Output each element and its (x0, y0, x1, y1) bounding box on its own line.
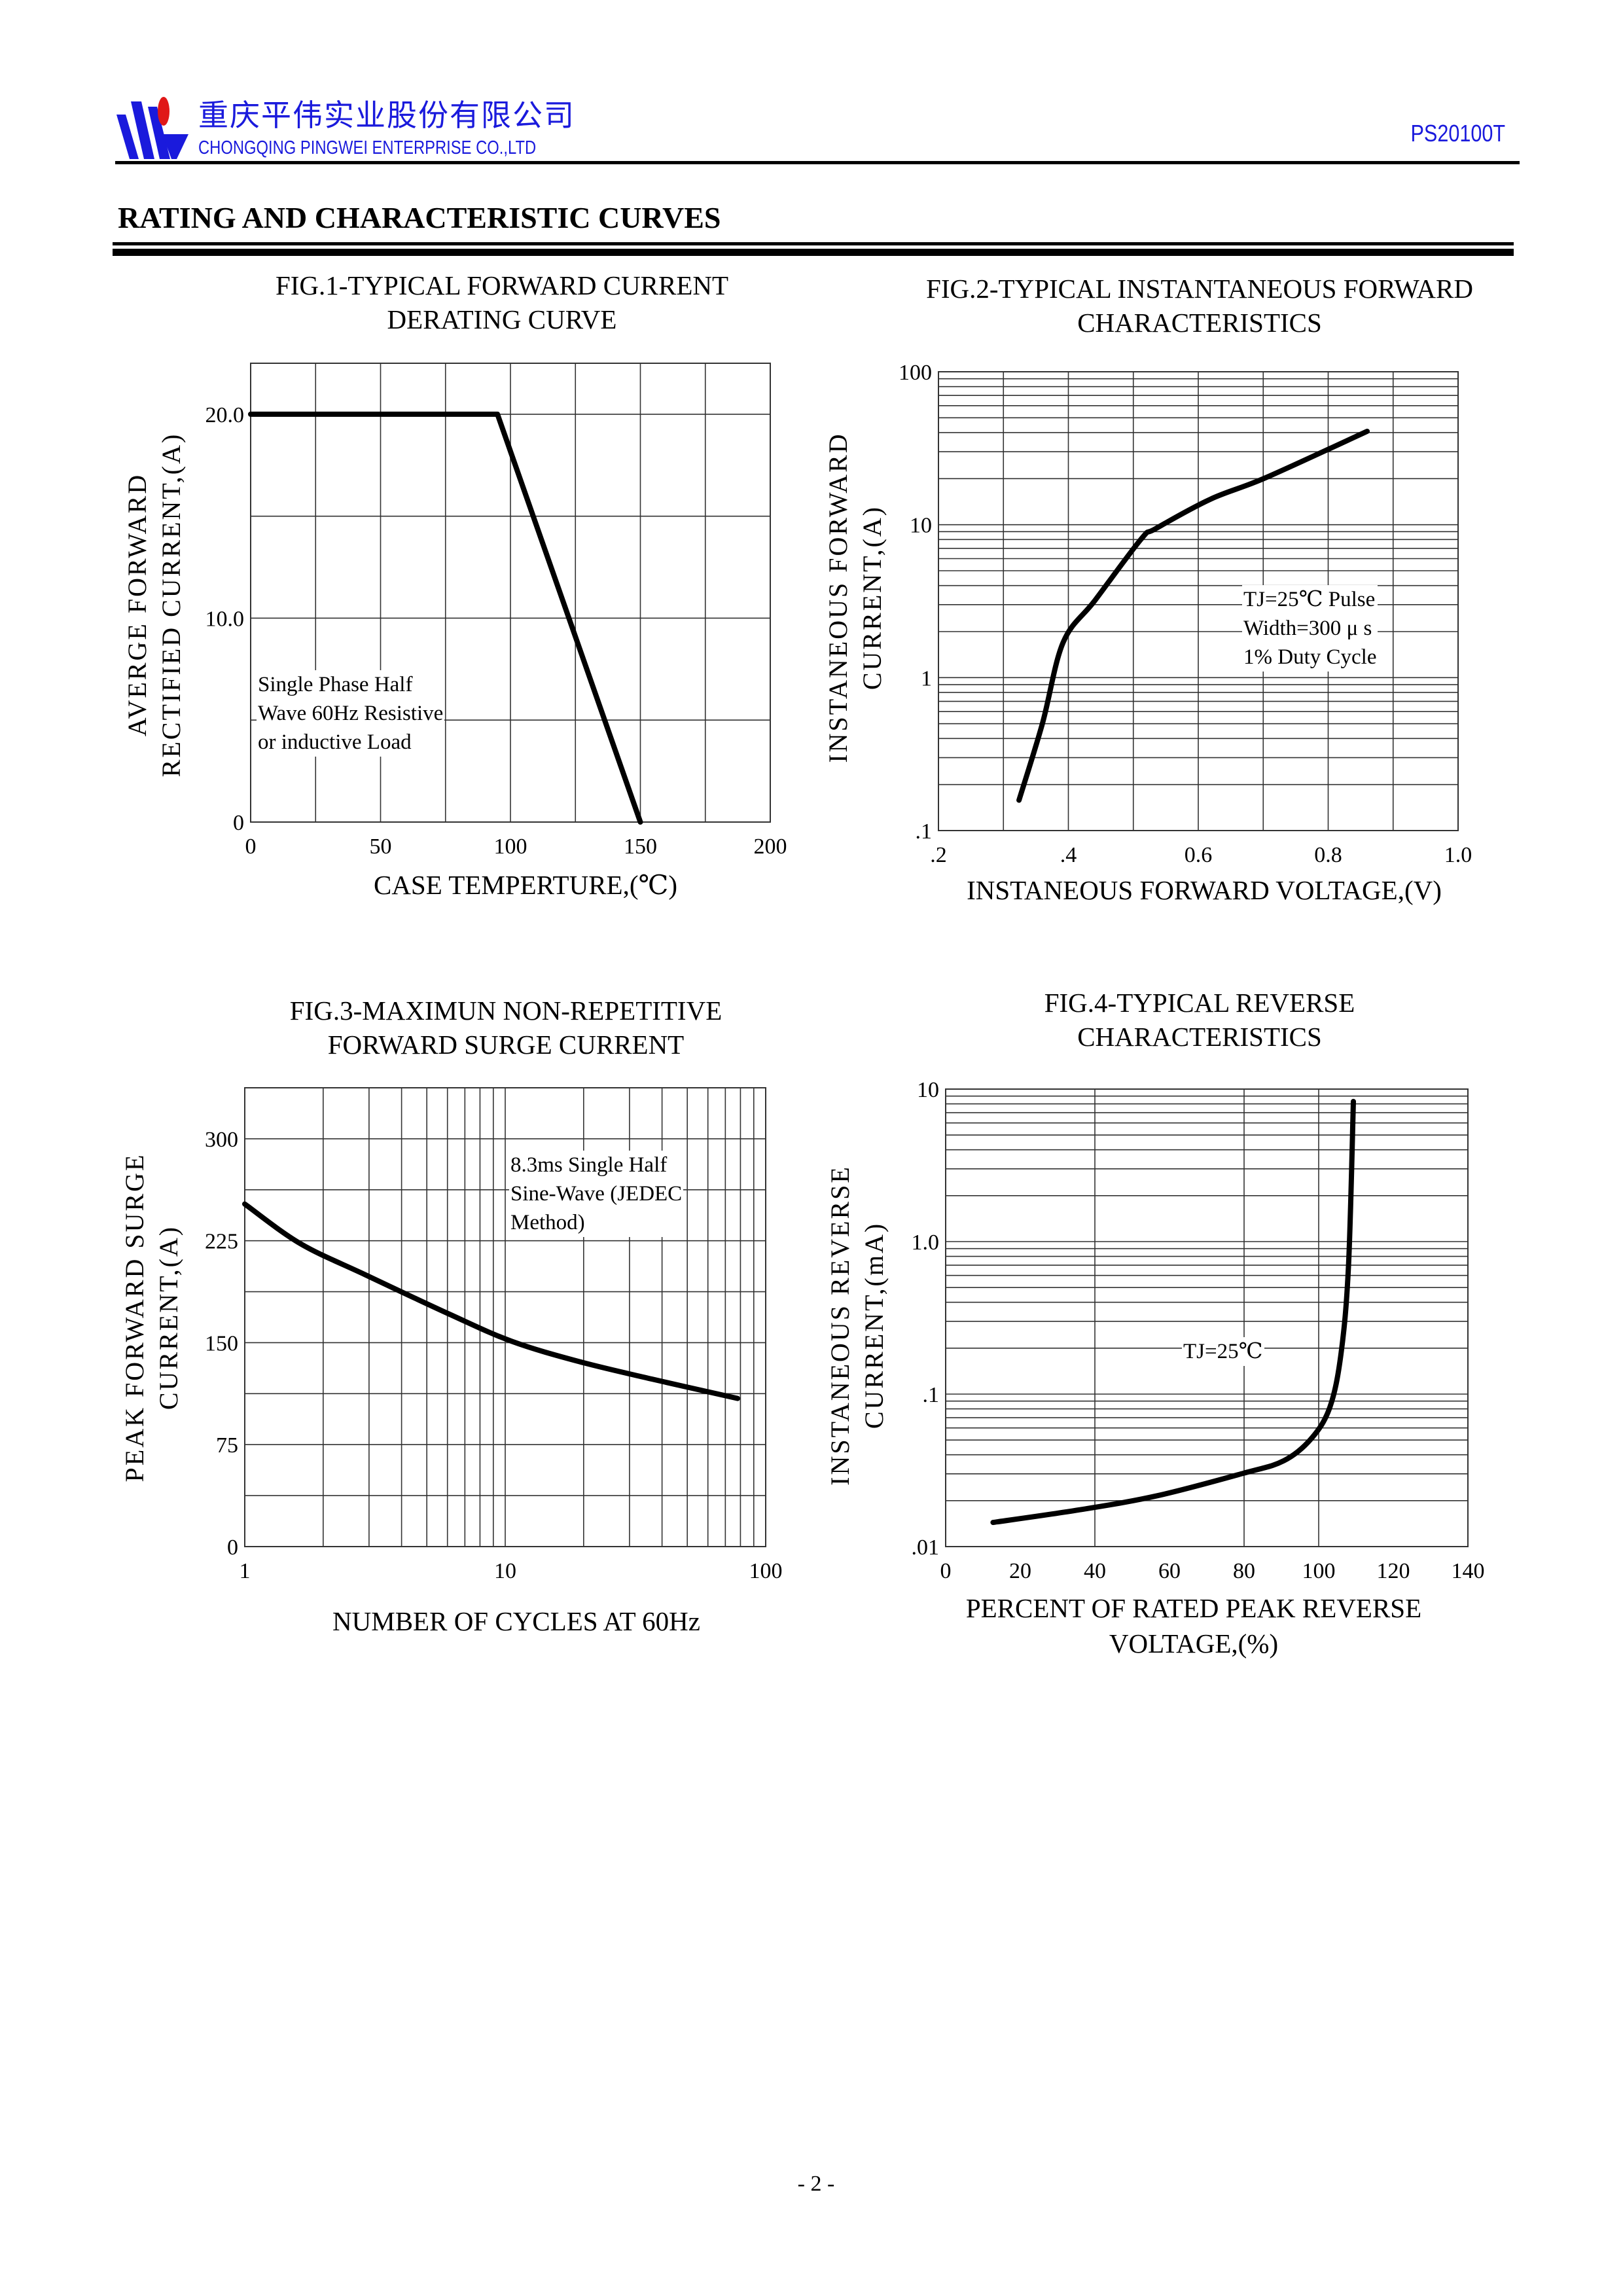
section-title: RATING AND CHARACTERISTIC CURVES (118, 201, 721, 234)
company-name-en: CHONGQING PINGWEI ENTERPRISE CO.,LTD (198, 137, 537, 158)
fig4-x-tick-label: 100 (1302, 1559, 1336, 1583)
fig2-title-line2: CHARACTERISTICS (1077, 308, 1322, 338)
fig4-plot-frame (945, 1088, 1469, 1547)
fig4-y-label: INSTANEOUS REVERSE CURRENT,(mA) (823, 1165, 891, 1486)
fig2-y-label-line2: CURRENT,(A) (857, 505, 887, 691)
page-number: - 2 - (797, 2172, 835, 2196)
fig3-x-label: NUMBER OF CYCLES AT 60Hz (332, 1606, 700, 1636)
fig3-title: FIG.3-MAXIMUN NON-REPETITIVE FORWARD SURG… (290, 994, 722, 1062)
fig4-title-line1: FIG.4-TYPICAL REVERSE (1044, 988, 1355, 1018)
fig4-y-tick-label: 10 (917, 1078, 939, 1102)
fig2-y-tick-label: 100 (899, 361, 932, 385)
fig1-y-label-line2: RECTIFIED CURRENT,(A) (156, 432, 186, 778)
fig1-x-tick-label: 150 (624, 834, 657, 859)
fig2-annotation-line1: TJ=25℃ Pulse (1243, 588, 1376, 611)
fig1-y-tick-label: 20.0 (205, 403, 245, 427)
fig3-y-tick-label: 150 (205, 1331, 238, 1355)
fig3-title-line1: FIG.3-MAXIMUN NON-REPETITIVE (289, 996, 722, 1026)
fig4-y-label-line2: CURRENT,(mA) (859, 1221, 889, 1429)
fig4-y-tick-label: 1.0 (912, 1230, 940, 1255)
fig4-x-tick-label: 120 (1377, 1559, 1410, 1583)
fig2-series-forward (1016, 428, 1370, 803)
fig3-y-tick-label: 75 (216, 1433, 238, 1458)
fig1-x-tick-label: 100 (494, 834, 527, 859)
fig4-x-label: PERCENT OF RATED PEAK REVERSE VOLTAGE,(%) (966, 1590, 1421, 1661)
fig3-y-tick-label: 300 (205, 1128, 238, 1152)
fig3-y-tick-label: 0 (227, 1535, 238, 1560)
fig2-title: FIG.2-TYPICAL INSTANTANEOUS FORWARD CHARA… (926, 272, 1473, 340)
fig2-plot-frame (938, 371, 1459, 831)
fig1-x-tick-label: 0 (245, 834, 257, 859)
fig3-annotation-line3: Method) (510, 1211, 585, 1234)
fig2-x-label: INSTANEOUS FORWARD VOLTAGE,(V) (967, 875, 1442, 905)
fig1-annotation: Single Phase Half Wave 60Hz Resistive or i… (257, 670, 445, 757)
fig2-y-tick-label: 10 (910, 514, 932, 538)
fig2-title-line1: FIG.2-TYPICAL INSTANTANEOUS FORWARD (926, 274, 1473, 304)
fig2-annotation-line2: Width=300 μ s (1243, 617, 1372, 640)
fig4-title: FIG.4-TYPICAL REVERSE CHARACTERISTICS (1044, 986, 1355, 1054)
fig1-title-line1: FIG.1-TYPICAL FORWARD CURRENT (275, 270, 729, 300)
fig2-annotation: TJ=25℃ Pulse Width=300 μ s 1% Duty Cycle (1242, 585, 1378, 672)
fig2-x-tick-label: 1.0 (1444, 843, 1472, 867)
fig4-series-reverse (990, 1098, 1357, 1526)
fig3-x-tick-label: 1 (240, 1559, 251, 1583)
fig4-y-tick-label: .01 (912, 1535, 940, 1560)
fig1-x-tick-label: 50 (370, 834, 392, 859)
fig1-y-label: AVERGE FORWARD RECTIFIED CURRENT,(A) (120, 433, 188, 778)
fig4-y-label-line1: INSTANEOUS REVERSE (825, 1165, 855, 1486)
fig3-x-tick-label: 100 (749, 1559, 783, 1583)
fig4-x-tick-label: 20 (1009, 1559, 1031, 1583)
fig4-title-line2: CHARACTERISTICS (1077, 1022, 1322, 1052)
fig4-annotation: TJ=25℃ (1182, 1337, 1264, 1366)
fig4-x-label-line2: VOLTAGE,(%) (1109, 1628, 1279, 1659)
fig2-y-tick-label: .1 (916, 819, 933, 844)
fig2-x-tick-label: .2 (930, 843, 947, 867)
fig2-annotation-line3: 1% Duty Cycle (1243, 645, 1377, 669)
fig1-annotation-line1: Single Phase Half (258, 673, 413, 696)
company-logo (116, 97, 188, 159)
fig1-x-tick-label: 200 (754, 834, 787, 859)
fig3-annotation: 8.3ms Single Half Sine-Wave (JEDEC Method) (509, 1151, 684, 1237)
fig1-x-label: CASE TEMPERTURE,(℃) (373, 870, 678, 900)
company-name-cn: 重庆平伟实业股份有限公司 (198, 98, 575, 133)
fig1-title: FIG.1-TYPICAL FORWARD CURRENT DERATING CU… (276, 268, 728, 336)
fig4-x-label-line1: PERCENT OF RATED PEAK REVERSE (965, 1593, 1422, 1623)
fig2-x-tick-label: 0.6 (1185, 843, 1213, 867)
fig3-y-label: PEAK FORWARD SURGE CURRENT,(A) (118, 1153, 186, 1482)
fig1-title-line2: DERATING CURVE (387, 304, 617, 334)
fig2-x-tick-label: .4 (1060, 843, 1077, 867)
fig1-annotation-line3: or inductive Load (258, 730, 412, 754)
fig3-y-tick-label: 225 (205, 1230, 238, 1254)
fig4-x-tick-label: 140 (1452, 1559, 1485, 1583)
fig4-x-tick-label: 60 (1158, 1559, 1181, 1583)
fig3-y-label-line1: PEAK FORWARD SURGE (120, 1153, 149, 1482)
title-rule-thick (113, 249, 1514, 256)
fig2-y-label: INSTANEOUS FORWARD CURRENT,(A) (821, 432, 889, 762)
header-rule (115, 161, 1520, 164)
fig1-y-label-line1: AVERGE FORWARD (122, 473, 152, 737)
fig1-series-derating (248, 411, 643, 825)
fig1-annotation-line2: Wave 60Hz Resistive (258, 702, 444, 725)
fig3-y-label-line2: CURRENT,(A) (154, 1225, 183, 1410)
fig3-annotation-line1: 8.3ms Single Half (510, 1153, 668, 1177)
fig2-y-tick-label: 1 (921, 666, 932, 691)
title-rule-thin (113, 242, 1514, 245)
fig3-title-line2: FORWARD SURGE CURRENT (327, 1030, 685, 1060)
fig2-x-tick-label: 0.8 (1314, 843, 1342, 867)
fig1-plot-frame (250, 363, 771, 823)
fig4-x-tick-label: 40 (1084, 1559, 1106, 1583)
fig4-x-tick-label: 0 (940, 1559, 952, 1583)
fig3-plot-frame (244, 1087, 766, 1547)
fig2-y-label-line1: INSTANEOUS FORWARD (823, 432, 853, 763)
fig4-y-tick-label: .1 (923, 1383, 940, 1407)
fig3-x-tick-label: 10 (494, 1559, 516, 1583)
fig3-annotation-line2: Sine-Wave (JEDEC (510, 1182, 683, 1206)
fig4-x-tick-label: 80 (1233, 1559, 1255, 1583)
fig1-y-tick-label: 10.0 (205, 607, 245, 631)
part-number: PS20100T (1410, 120, 1505, 147)
fig1-y-tick-label: 0 (233, 811, 244, 835)
fig3-series-surge (242, 1201, 741, 1401)
